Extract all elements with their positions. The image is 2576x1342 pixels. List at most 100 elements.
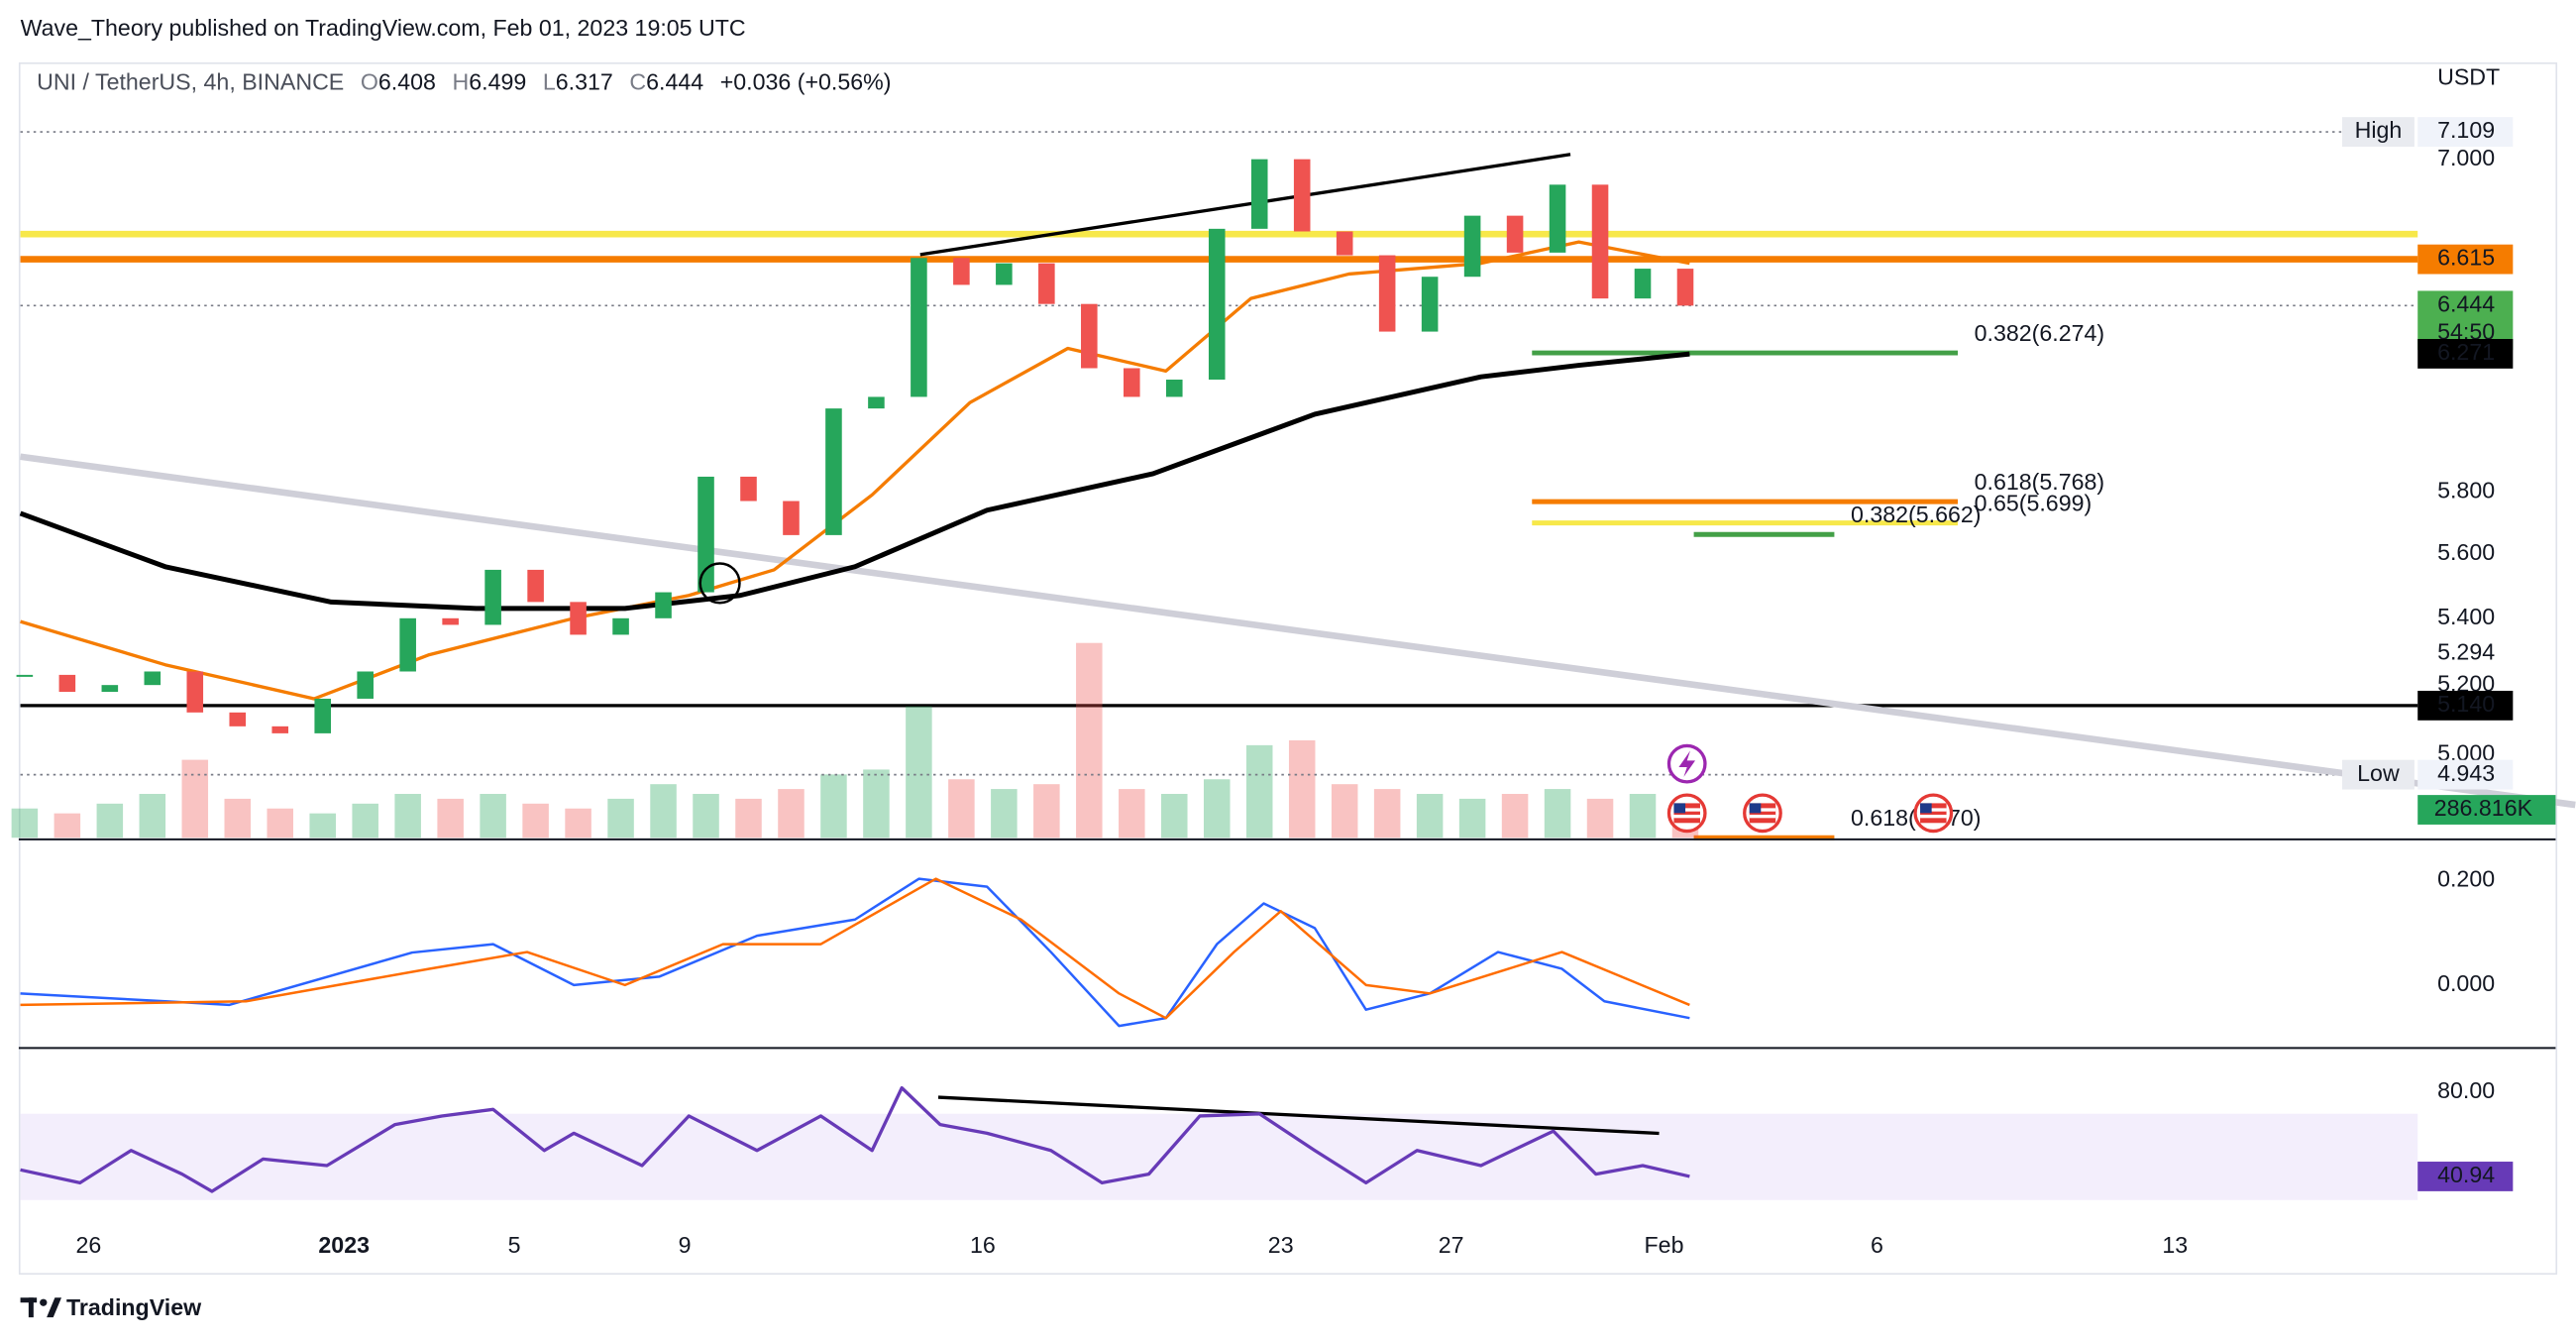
level-label: 0.618(5.768) (1975, 469, 2105, 495)
candle (58, 674, 76, 693)
candle (655, 592, 672, 618)
volume-bar (1416, 793, 1444, 839)
volume-bar (54, 813, 81, 839)
volume-bar (224, 798, 252, 839)
ohlc-value: 6.408 (378, 69, 436, 95)
x-tick-label: 23 (1268, 1232, 1294, 1258)
event-icon[interactable] (1743, 793, 1782, 834)
volume-bar (352, 803, 378, 839)
candle (740, 476, 757, 502)
candle (1081, 303, 1098, 369)
candle (783, 501, 800, 535)
rsi-band (20, 1113, 2418, 1200)
published-line: Wave_Theory published on TradingView.com… (21, 15, 746, 41)
volume-bar (1373, 789, 1401, 839)
y-tick-label: 5.400 (2437, 604, 2495, 629)
volume-bar (1119, 789, 1145, 839)
ohlc-key: O (361, 69, 378, 95)
candle (1250, 159, 1268, 229)
candle (996, 263, 1013, 285)
change: +0.036 (+0.56%) (720, 69, 892, 95)
candle (1293, 159, 1311, 232)
volume-box (2417, 795, 2556, 825)
candle (16, 674, 34, 677)
price-tag-box (2341, 117, 2415, 147)
volume-bar (1629, 793, 1657, 839)
x-tick-label: 9 (679, 1232, 692, 1258)
macd-line (20, 877, 1690, 1028)
y-tick-label: 5.600 (2437, 539, 2495, 565)
ohlc-value: 6.444 (646, 69, 703, 95)
price-label: 7.109 (2437, 117, 2495, 143)
volume-bar (1203, 779, 1231, 839)
candle (271, 726, 289, 733)
volume-bar (1544, 789, 1571, 839)
volume-bar (1331, 784, 1358, 839)
axis-layer: 26 2023 5 9 16 23 27 Feb 6 13 7.000 5.800 5.600 5.400… (75, 117, 2556, 1258)
volume-bar (1245, 744, 1273, 839)
candle (911, 258, 927, 397)
candle (1208, 228, 1226, 381)
x-tick-label: 16 (970, 1232, 996, 1258)
candle (186, 671, 204, 713)
price-box (2417, 244, 2514, 275)
event-icon-bolt (1678, 750, 1696, 777)
y-tick-label: 7.000 (2437, 145, 2495, 170)
price-box (2417, 117, 2514, 147)
volume-bar (1458, 798, 1486, 839)
volume-bar (1288, 739, 1316, 839)
candle (1634, 269, 1652, 299)
main-layer: 0.382(6.274) 0.618(5.768)0.65(5.699)0.382… (16, 159, 2105, 1193)
event-icon[interactable] (1666, 793, 1707, 834)
macd-line (20, 877, 1690, 1020)
volume-bar (139, 793, 166, 839)
candle (1463, 215, 1481, 278)
volume-bar (96, 803, 124, 839)
macd-tick-label: 0.200 (2437, 865, 2495, 891)
brand: TradingView (66, 1294, 202, 1320)
candle (1378, 255, 1396, 332)
volume-label: 286.816K (2434, 795, 2533, 821)
price-label: 5.140 (2437, 691, 2495, 717)
volume-bar (991, 789, 1018, 839)
price-tag: Low (2357, 760, 2400, 786)
volume-bar (1033, 784, 1060, 839)
volume-bar (394, 793, 421, 839)
brand-logo (20, 1297, 62, 1318)
legend-line: UNI / TetherUS, 4h, BINANCE O6.408 H6.499 L… (37, 69, 891, 95)
price-label: 5.294 (2437, 638, 2495, 664)
volume-bar (1076, 642, 1103, 839)
candle (144, 671, 161, 686)
price-label: 6.444 (2437, 290, 2495, 316)
x-tick-label: 27 (1439, 1232, 1464, 1258)
price-tag: High (2355, 117, 2403, 143)
volume-bar (607, 798, 634, 839)
candle (1165, 380, 1183, 397)
candle (1124, 368, 1140, 397)
ohlc-value: 6.499 (469, 69, 526, 95)
ohlc-value: 6.317 (556, 69, 613, 95)
volume-bar (778, 789, 805, 839)
candle (1676, 269, 1694, 306)
rsi-value-box (2417, 1162, 2514, 1191)
rsi-value-label: 40.94 (2437, 1162, 2495, 1187)
x-tick-label: 13 (2162, 1232, 2188, 1258)
event-icon[interactable] (1913, 793, 1954, 834)
price-label: 6.271 (2437, 339, 2495, 365)
volume-bar (480, 793, 506, 839)
price-label: 6.615 (2437, 245, 2495, 271)
level-label: 0.65(5.699) (1975, 491, 2093, 516)
volume-bar (522, 803, 549, 839)
volume-bar (906, 706, 932, 839)
rsi-line (20, 1085, 1690, 1193)
candle (442, 617, 459, 625)
candle (570, 602, 587, 635)
volume-bar (181, 759, 209, 839)
volume-bar (1586, 798, 1614, 839)
candle (484, 569, 501, 625)
cross-marker (698, 562, 741, 605)
level-label: 0.382(6.274) (1975, 320, 2105, 346)
candle (612, 617, 629, 635)
price-box (2417, 339, 2514, 369)
